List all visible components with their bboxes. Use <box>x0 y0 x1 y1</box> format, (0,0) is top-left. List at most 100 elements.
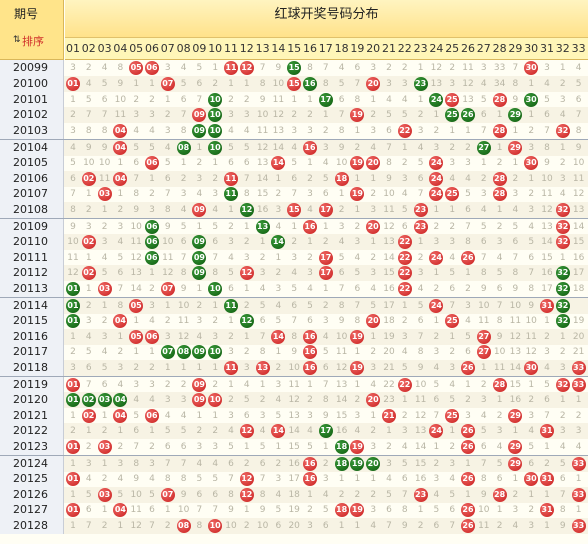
omission-cell: 4 <box>180 63 187 73</box>
ball-29: 29 <box>508 141 523 155</box>
omission-cell: 1 <box>180 157 187 168</box>
omission-cell: 3 <box>196 442 203 453</box>
ball-16: 16 <box>303 329 317 344</box>
omission-cell: 11 <box>572 173 585 184</box>
ball-04: 04 <box>113 408 128 423</box>
ball-12: 12 <box>239 61 254 75</box>
omission-cell: 2 <box>70 110 76 121</box>
omission-cell: 1 <box>307 489 313 500</box>
omission-cell: 20 <box>572 331 585 342</box>
omission-cell: 13 <box>572 205 585 216</box>
omission-cell: 10 <box>509 301 522 311</box>
ball-19: 19 <box>350 361 365 376</box>
omission-cell: 4 <box>85 331 92 342</box>
omission-cell: 5 <box>133 143 140 153</box>
omission-cell: 11 <box>177 315 190 326</box>
draw-row: 20107 7 1 03 1 8 2 7 3 4 3 11 8 15 2 7 3 6 1 19 2 10 4 7 24 25 5 3 2… <box>0 186 588 203</box>
omission-cell: 12 <box>162 268 174 279</box>
omission-cell: 2 <box>496 222 503 232</box>
omission-cell: 1 <box>101 205 108 216</box>
omission-cell: 11 <box>462 63 474 73</box>
omission-cell: 1 <box>512 473 519 484</box>
omission-cell: 1 <box>528 110 535 121</box>
omission-cell: 10 <box>288 363 300 374</box>
omission-cell: 10 <box>572 157 585 168</box>
omission-cell: 2 <box>164 110 171 121</box>
omission-cell: 2 <box>480 380 487 390</box>
ball-12: 12 <box>239 313 254 328</box>
draw-row: 20117 2 5 4 2 1 1 07 08 09 10 3 2 8 1 9 16 5 11 1 2 20 4 8 3 2 6 27… <box>0 344 588 361</box>
omission-cell: 5 <box>386 110 392 121</box>
omission-cell: 8 <box>544 143 550 153</box>
omission-cell: 3 <box>322 473 329 484</box>
omission-cell: 1 <box>465 459 471 469</box>
ball-29: 29 <box>508 108 523 123</box>
number-header-01: 01 <box>66 42 80 55</box>
omission-cell: 3 <box>386 78 392 89</box>
omission-cell: 2 <box>322 301 329 311</box>
omission-cell: 4 <box>164 143 171 153</box>
omission-cell: 7 <box>101 110 108 121</box>
omission-cell: 2 <box>243 459 250 469</box>
ball-16: 16 <box>303 220 317 234</box>
omission-cell: 6 <box>354 284 361 295</box>
omission-cell: 8 <box>212 268 219 279</box>
omission-cell: 1 <box>370 410 377 421</box>
omission-cell: 2 <box>101 222 108 232</box>
omission-cell: 2 <box>307 394 313 405</box>
omission-cell: 2 <box>354 143 361 153</box>
omission-cell: 8 <box>559 505 566 516</box>
ball-23: 23 <box>413 203 428 218</box>
omission-cell: 1 <box>70 521 76 532</box>
omission-cell: 1 <box>196 363 203 374</box>
omission-cell: 4 <box>228 126 234 137</box>
omission-cell: 1 <box>101 505 108 516</box>
omission-cell: 20 <box>288 521 300 532</box>
ball-30: 30 <box>524 471 539 486</box>
ball-26: 26 <box>461 519 475 534</box>
ball-22: 22 <box>397 266 412 281</box>
omission-cell: 1 <box>70 410 76 421</box>
omission-cell: 4 <box>559 189 566 200</box>
ball-09: 09 <box>192 392 207 407</box>
ball-31: 31 <box>540 503 554 518</box>
omission-cell: 10 <box>130 489 142 500</box>
draw-row: 20106 6 02 11 04 7 1 6 2 3 2 11 7 14 1 6 2 5 18 1 1 9 3 6 24 4 4 2 2… <box>0 170 588 187</box>
omission-cell: 13 <box>256 157 269 168</box>
omission-cell: 2 <box>70 426 76 437</box>
omission-cell: 11 <box>98 173 111 184</box>
omission-cell: 7 <box>480 252 487 263</box>
ball-16: 16 <box>303 345 317 360</box>
omission-cell: 2 <box>212 315 219 326</box>
omission-cell: 1 <box>275 442 282 453</box>
omission-cell: 8 <box>180 126 187 137</box>
ball-01: 01 <box>66 282 80 297</box>
sort-toggle[interactable]: 排序 <box>22 35 44 48</box>
omission-cell: 8 <box>322 78 329 89</box>
omission-cell: 1 <box>196 222 203 232</box>
omission-cell: 2 <box>370 110 377 121</box>
ball-10: 10 <box>208 282 223 297</box>
omission-cell: 4 <box>101 63 108 73</box>
ball-20: 20 <box>366 392 381 407</box>
omission-cell: 7 <box>512 63 519 73</box>
omission-cell: 4 <box>417 143 424 153</box>
draw-row: 20114 01 2 1 8 05 3 1 10 2 1 11 2 5 4 6 5 2 8 7 5 17 1 5 24 7 3 10 7… <box>0 297 588 314</box>
omission-cell: 6 <box>180 236 187 247</box>
omission-cell: 6 <box>386 126 392 137</box>
omission-cell: 1 <box>354 205 361 216</box>
ball-19: 19 <box>350 440 365 455</box>
omission-cell: 9 <box>70 222 76 232</box>
omission-cell: 1 <box>164 363 171 374</box>
omission-cell: 6 <box>480 236 487 247</box>
omission-cell: 7 <box>85 380 92 390</box>
ball-12: 12 <box>239 487 254 502</box>
omission-cell: 3 <box>528 143 535 153</box>
omission-cell: 4 <box>480 410 487 421</box>
period-number: 20118 <box>0 360 64 377</box>
ball-26: 26 <box>461 424 475 439</box>
omission-cell: 1 <box>228 380 234 390</box>
sort-icon[interactable]: ⇅ <box>13 35 21 45</box>
omission-cell: 1 <box>354 473 361 484</box>
omission-cell: 3 <box>401 331 408 342</box>
